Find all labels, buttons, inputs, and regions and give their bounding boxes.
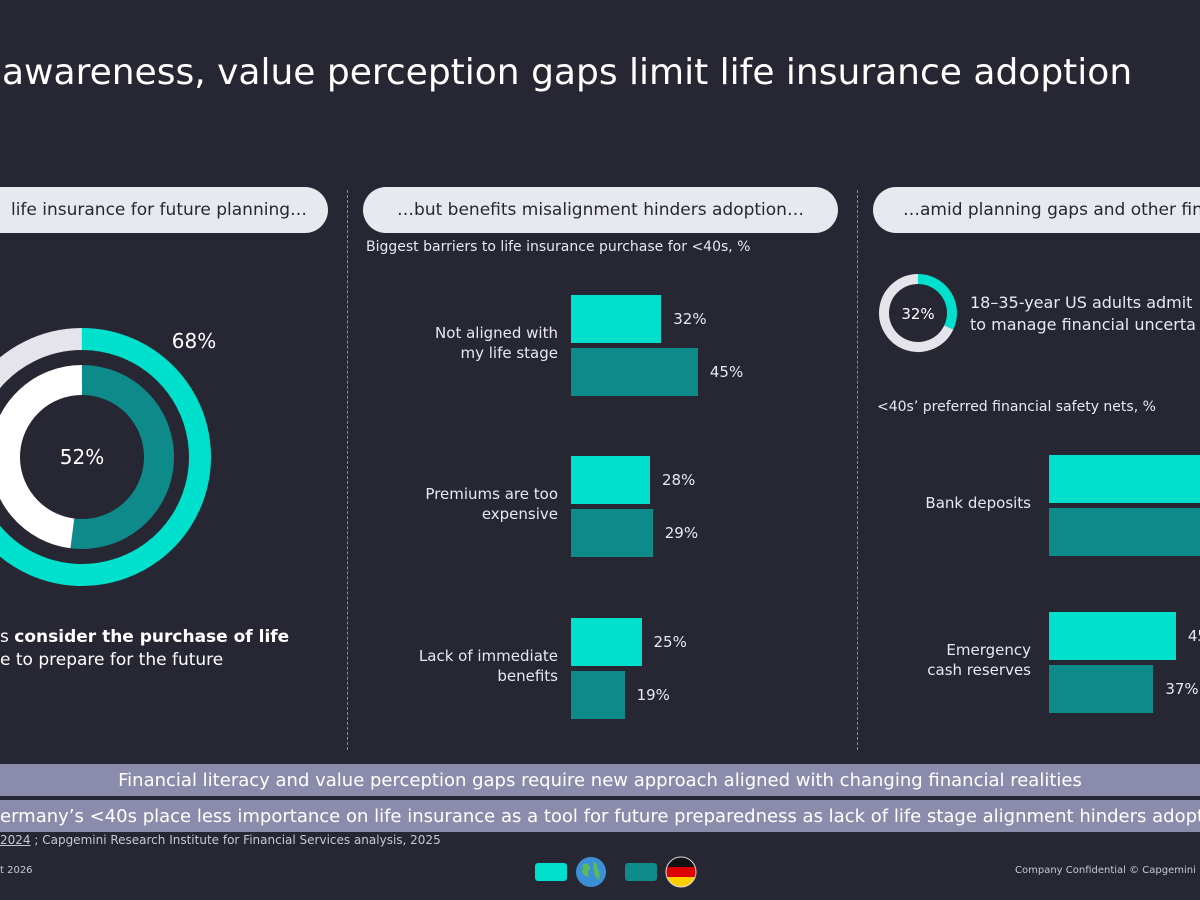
banner-secondary: ermany’s <40s place less importance on l… bbox=[0, 800, 1200, 832]
panel3-stat: 18–35-year US adults admit to manage fin… bbox=[970, 292, 1196, 336]
bar-label-line2: expensive bbox=[481, 505, 558, 523]
banner-primary: Financial literacy and value perception … bbox=[0, 764, 1200, 796]
globe-icon bbox=[576, 857, 606, 887]
bar-germany bbox=[1049, 508, 1200, 556]
bar-label-line2: cash reserves bbox=[927, 661, 1031, 679]
page-title: awareness, value perception gaps limit l… bbox=[2, 52, 1133, 93]
germany-flag-icon bbox=[665, 856, 697, 888]
bar-value-global: 45 bbox=[1187, 627, 1200, 645]
bar-germany bbox=[571, 348, 698, 396]
inner-value: 52% bbox=[60, 445, 104, 469]
bar-label-line2: my life stage bbox=[460, 344, 558, 362]
donut-value-arc bbox=[917, 274, 957, 330]
bar-label-line1: Lack of immediate bbox=[418, 647, 558, 665]
bar-value-germany: 37% bbox=[1165, 680, 1199, 698]
divider bbox=[347, 190, 348, 750]
bar-label: Emergency cash reserves bbox=[927, 640, 1031, 680]
bar-global bbox=[571, 456, 650, 504]
inner-ring-value bbox=[70, 365, 174, 549]
legend bbox=[535, 856, 697, 888]
bar-label: Lack of immediate benefits bbox=[419, 646, 558, 686]
legend-swatch-germany bbox=[625, 863, 657, 881]
donut-value: 32% bbox=[901, 305, 934, 323]
bar-value-global: 32% bbox=[673, 310, 707, 328]
bar-label: Premiums are too expensive bbox=[425, 484, 558, 524]
bar-global bbox=[571, 295, 662, 343]
bar-value-germany: 19% bbox=[636, 686, 670, 704]
bar-germany bbox=[571, 671, 625, 719]
stat-line2: to manage financial uncerta bbox=[970, 315, 1196, 334]
outer-value: 68% bbox=[172, 329, 216, 353]
bar-value-germany: 29% bbox=[664, 524, 699, 542]
bar-global bbox=[1049, 612, 1176, 660]
outer-ring-rest bbox=[0, 328, 83, 389]
bar-label-line1: Emergency bbox=[946, 641, 1031, 659]
bar-label-line1: Premiums are too bbox=[425, 485, 558, 503]
source-note: 2024 ; Capgemini Research Institute for … bbox=[0, 833, 441, 847]
donut-rest-arc bbox=[879, 274, 954, 352]
panel2-heading: …but benefits misalignment hinders adopt… bbox=[363, 187, 838, 233]
bar-label: Not aligned with my life stage bbox=[435, 323, 558, 363]
bar-label: Bank deposits bbox=[925, 493, 1031, 513]
panel1-caption: s consider the purchase of life e to pre… bbox=[0, 626, 289, 672]
inner-ring-rest bbox=[0, 365, 83, 549]
panel1-donut: 52% 68% bbox=[0, 328, 216, 586]
bar-germany bbox=[1049, 665, 1154, 713]
outer-ring-value bbox=[0, 328, 211, 586]
footer-right: Company Confidential © Capgemini bbox=[1015, 865, 1196, 876]
panel3-subtitle: <40s’ preferred financial safety nets, % bbox=[877, 399, 1156, 415]
bar-global bbox=[1049, 455, 1200, 503]
divider bbox=[857, 190, 858, 750]
caption-bold: consider the purchase of life bbox=[14, 627, 290, 647]
bar-germany bbox=[571, 509, 653, 557]
source-link[interactable]: 2024 bbox=[0, 833, 31, 847]
panel2-subtitle: Biggest barriers to life insurance purch… bbox=[366, 239, 751, 255]
panel1-heading: life insurance for future planning… bbox=[0, 187, 328, 233]
bar-label-line1: Not aligned with bbox=[435, 324, 558, 342]
panel3-heading: …amid planning gaps and other finan bbox=[873, 187, 1200, 233]
caption-prefix: s bbox=[0, 627, 15, 647]
bar-value-global: 28% bbox=[661, 471, 696, 489]
bar-global bbox=[571, 618, 642, 666]
bar-label-line2: benefits bbox=[497, 667, 558, 685]
caption-line2: e to prepare for the future bbox=[0, 650, 224, 670]
footer-left: t 2026 bbox=[0, 865, 33, 876]
bar-label-line1: Bank deposits bbox=[925, 494, 1031, 512]
bar-value-global: 25% bbox=[653, 633, 687, 651]
stat-line1: 18–35-year US adults admit bbox=[970, 293, 1193, 312]
bar-value-germany: 45% bbox=[709, 363, 744, 381]
source-text: ; Capgemini Research Institute for Finan… bbox=[30, 833, 441, 847]
panel3-donut: 32% bbox=[879, 274, 957, 352]
legend-swatch-global bbox=[535, 863, 567, 881]
